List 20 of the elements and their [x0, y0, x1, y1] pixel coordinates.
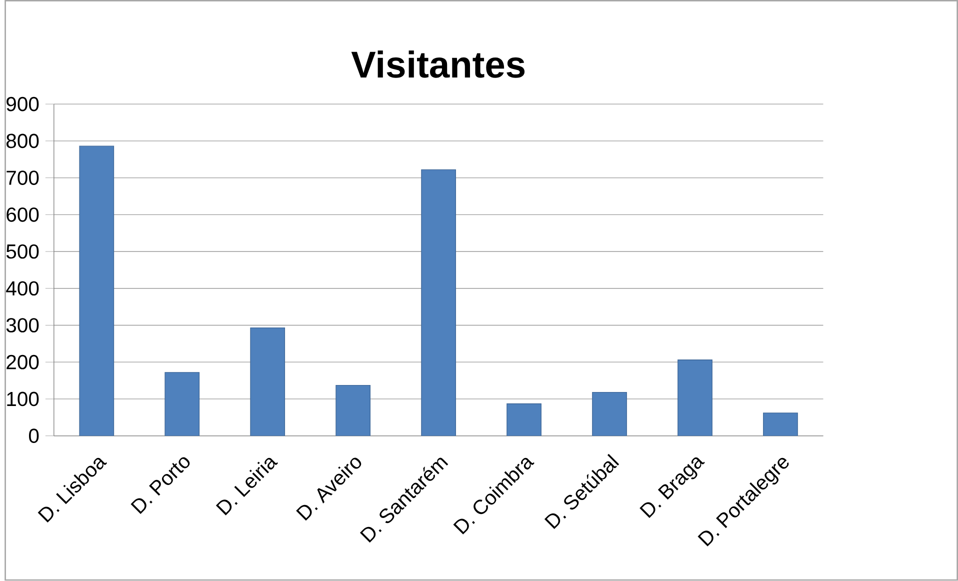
bar [592, 392, 627, 436]
bar [164, 372, 200, 436]
y-tick-label: 400 [6, 281, 39, 296]
chart-title: Visitantes [351, 50, 525, 78]
bar [421, 169, 456, 436]
bar [763, 412, 798, 436]
y-tick-label: 600 [6, 208, 39, 222]
y-tick-label: 900 [6, 97, 39, 112]
y-tick-label: 300 [6, 318, 39, 333]
y-tick-label: 0 [28, 428, 39, 444]
bar [336, 385, 371, 436]
bar [506, 404, 542, 436]
bar [79, 146, 114, 436]
y-tick-label: 500 [6, 244, 39, 259]
y-tick-label: 800 [6, 134, 39, 148]
bar [678, 360, 712, 436]
bar [250, 328, 286, 436]
y-tick-label: 700 [6, 170, 39, 186]
y-tick-label: 200 [6, 355, 39, 370]
y-tick-label: 100 [7, 392, 39, 406]
